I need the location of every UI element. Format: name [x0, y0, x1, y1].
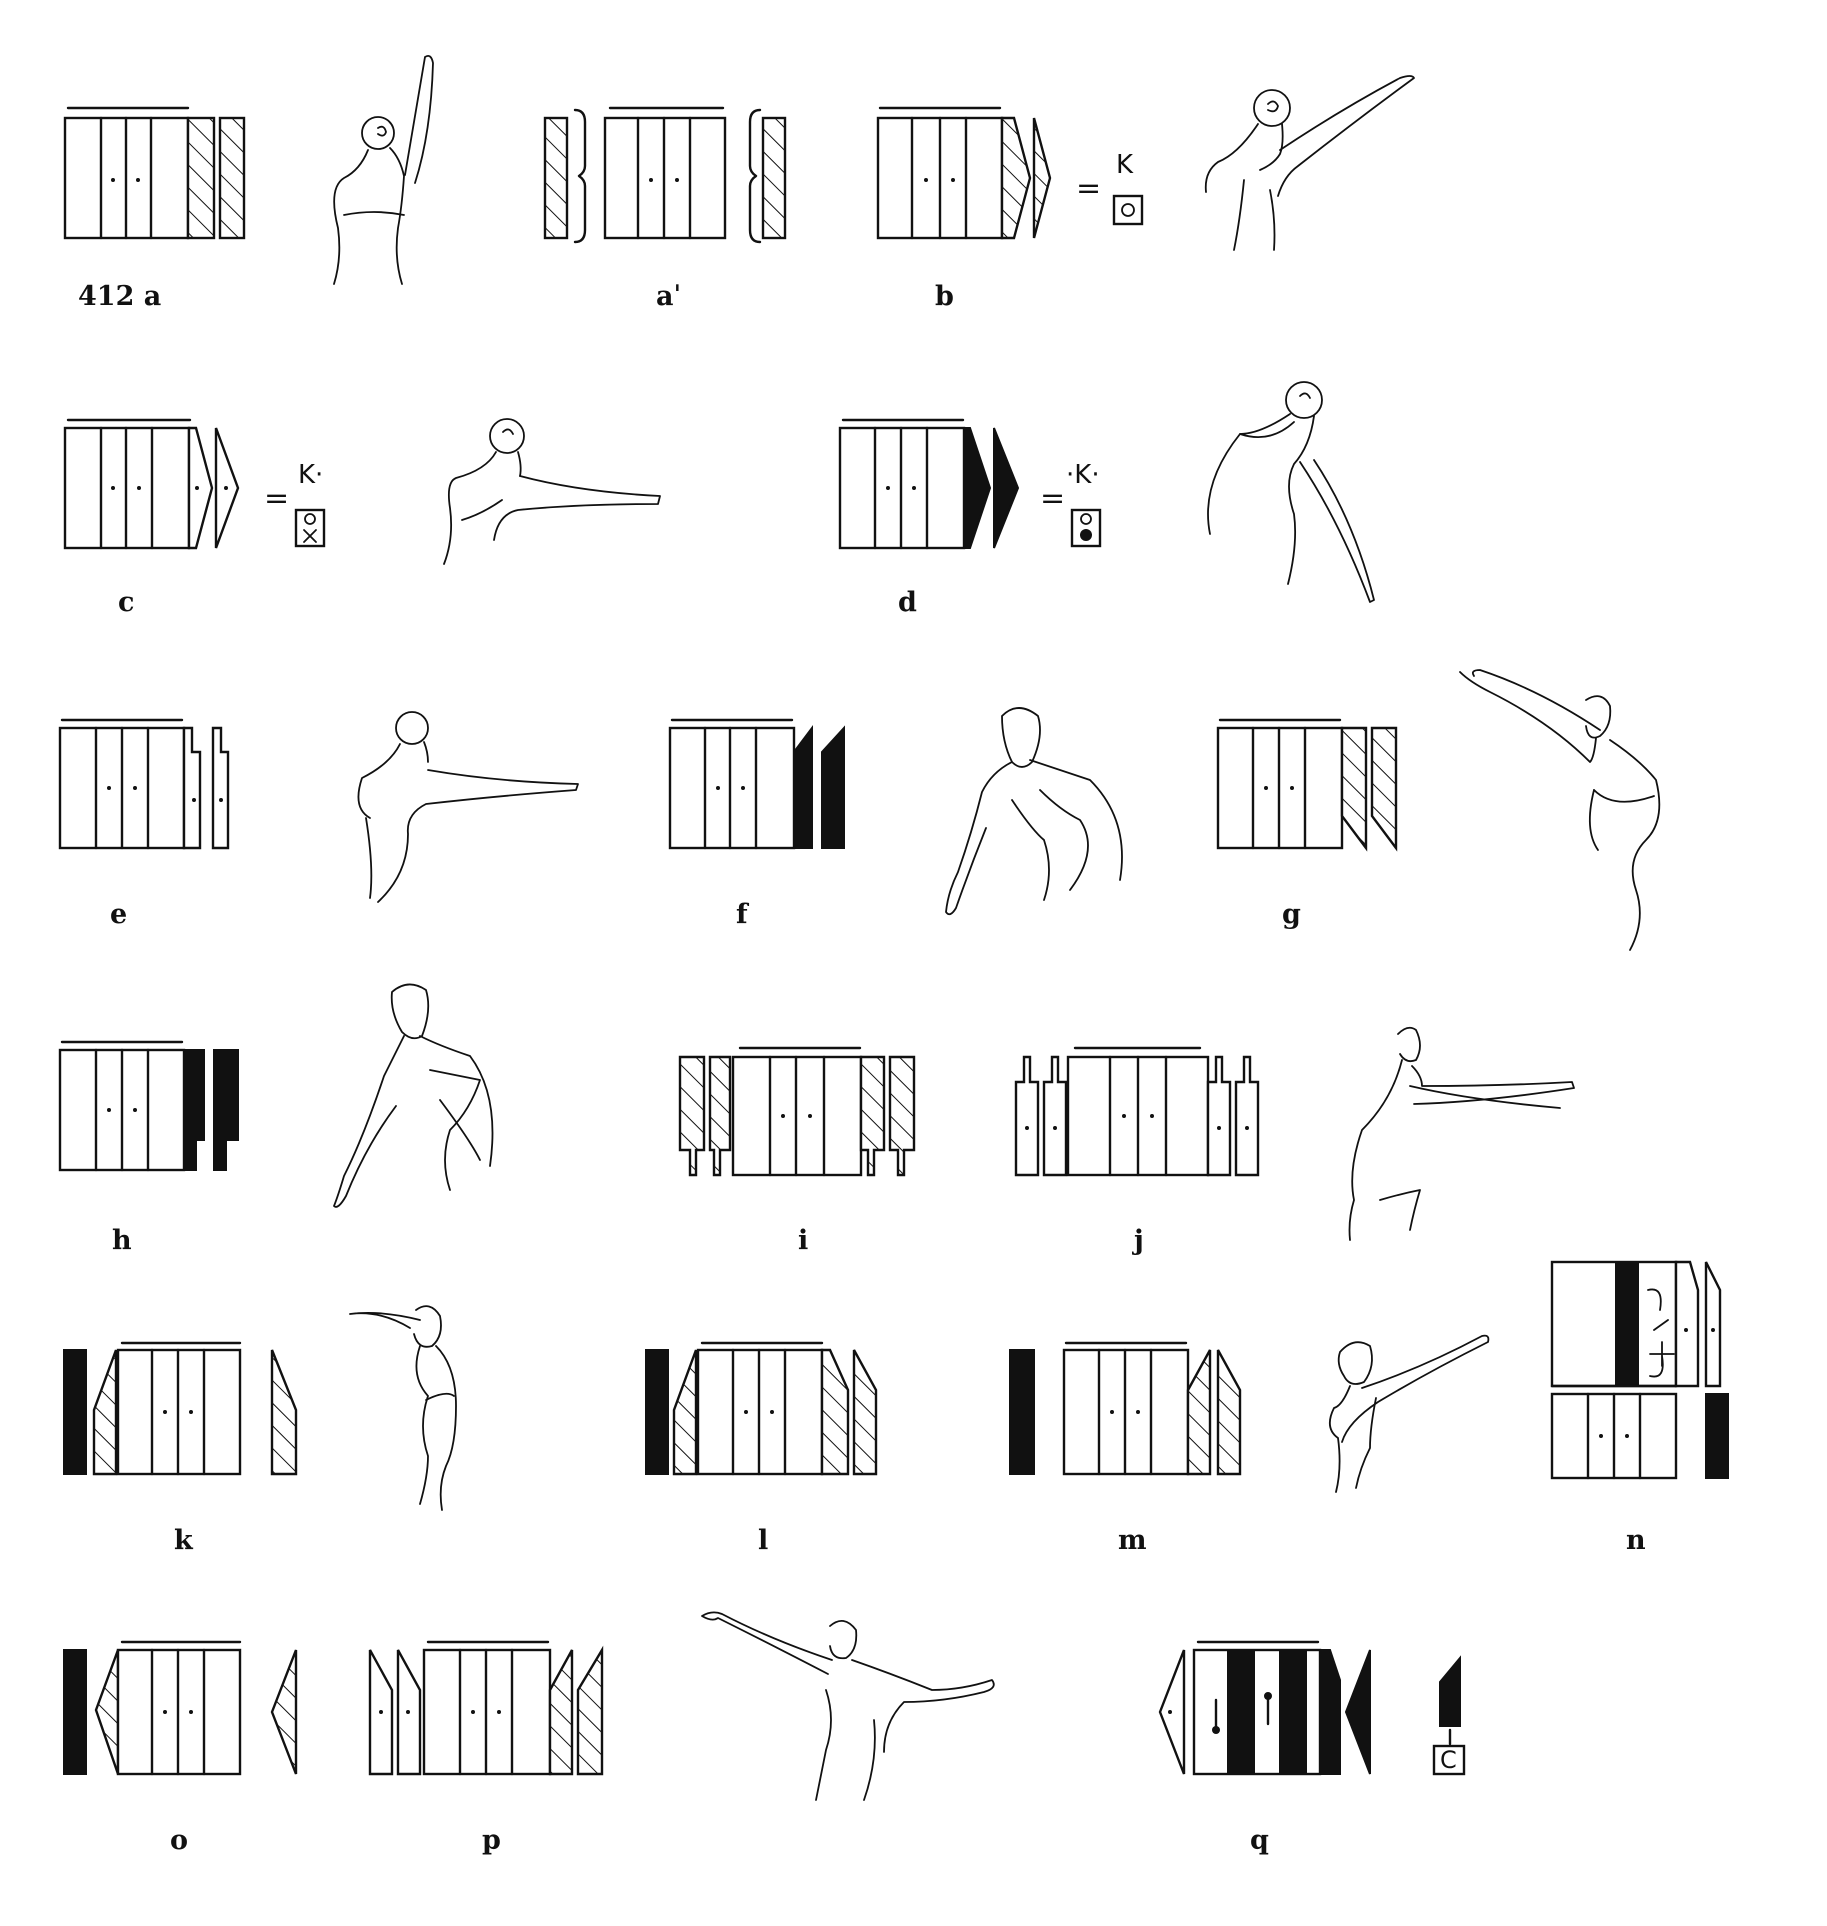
label-h: h [112, 1225, 132, 1256]
staff-n [1550, 1260, 1729, 1480]
label-m: m [1118, 1525, 1147, 1556]
dancer-figure-d [1207, 381, 1375, 603]
label-q: q [1250, 1825, 1269, 1856]
staff-b [876, 106, 1144, 240]
key-sign-c: K· [298, 460, 324, 490]
staff-412a [63, 106, 246, 240]
key-sign-b: K [1116, 150, 1134, 180]
dancer-figure-m [1328, 1334, 1490, 1493]
equals-d: = [1040, 481, 1066, 516]
dancer-figure-f [945, 707, 1123, 916]
label-p: p [482, 1825, 501, 1856]
dancer-figure-c [443, 418, 661, 565]
label-d: d [898, 587, 917, 618]
dancer-figure-k [349, 1305, 457, 1511]
equals-b: = [1076, 171, 1102, 206]
label-a-prime: aˈ [656, 281, 682, 312]
staff-h [58, 1040, 239, 1172]
label-g: g [1282, 899, 1301, 930]
label-k: k [174, 1525, 193, 1556]
staff-i [678, 1046, 916, 1177]
label-l: l [758, 1525, 769, 1556]
dancer-figure-b [1204, 75, 1415, 251]
dancer-figure-h [333, 983, 494, 1208]
staff-p [368, 1640, 604, 1776]
staff-e [58, 718, 230, 850]
key-sign-q: C [1440, 1746, 1457, 1774]
label-b: b [935, 281, 954, 312]
staff-g [1216, 718, 1398, 852]
label-e: e [110, 899, 128, 930]
label-412a: 412 a [78, 281, 162, 312]
staff-q [1158, 1640, 1466, 1776]
label-j: j [1134, 1225, 1144, 1256]
label-o: o [170, 1825, 189, 1856]
dancer-figure-e [357, 711, 579, 903]
staff-a-prime [543, 106, 787, 244]
staff-m [1009, 1341, 1242, 1476]
label-i: i [798, 1225, 809, 1256]
label-c: c [118, 587, 135, 618]
staff-f [668, 718, 845, 850]
equals-c: = [264, 481, 290, 516]
dancer-figure-j [1348, 1026, 1575, 1241]
dancer-figure-a [333, 54, 434, 285]
dancer-figure-p [701, 1611, 995, 1801]
staff-l [645, 1341, 878, 1476]
key-sign-d: ·K· [1066, 460, 1100, 490]
staff-j [1014, 1046, 1260, 1177]
label-f: f [736, 899, 748, 930]
dancer-figure-g [1459, 669, 1661, 951]
staff-k [63, 1341, 298, 1476]
staff-c [63, 418, 326, 550]
label-n: n [1626, 1525, 1646, 1556]
staff-d [838, 418, 1102, 550]
staff-o [63, 1640, 298, 1776]
